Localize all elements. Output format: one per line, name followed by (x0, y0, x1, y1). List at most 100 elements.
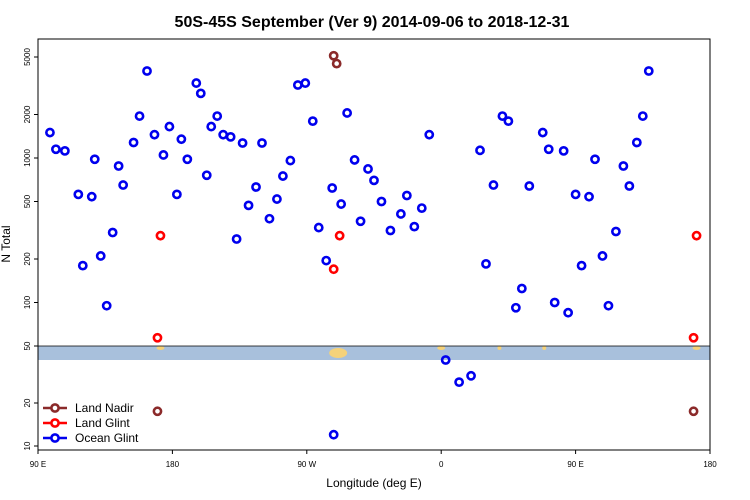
y-tick-label-6: 1000 (23, 149, 32, 167)
ocean-glint-point-36 (285, 155, 296, 166)
band-marker-5 (692, 346, 701, 350)
y-tick-label-2: 50 (23, 341, 32, 350)
y-axis-ticks: 10 20 50 100 200 500 1000 2000 5000 (23, 48, 38, 450)
ocean-glint-point-34 (272, 194, 282, 204)
ocean-glint-point-37 (292, 80, 303, 90)
ocean-glint-point-79 (611, 226, 621, 237)
ocean-glint-point-63 (497, 111, 508, 121)
land-glint-point-2 (328, 264, 339, 275)
land-nadir-point-2 (152, 406, 163, 417)
ocean-glint-point-20 (182, 154, 193, 165)
ocean-glint-point-49 (376, 196, 387, 207)
band-marker-4 (542, 346, 547, 350)
ocean-glint-point-40 (313, 222, 324, 233)
ocean-glint-point-26 (218, 129, 229, 140)
ocean-glint-point-73 (570, 189, 581, 200)
ocean-glint-point-23 (201, 170, 212, 181)
band-marker-2 (437, 346, 446, 350)
ocean-glint-point-3 (73, 189, 84, 200)
y-axis-title: N Total (0, 225, 13, 262)
ocean-glint-point-42 (327, 183, 338, 193)
ocean-glint-point-55 (416, 203, 427, 214)
ocean-glint-point-9 (107, 227, 118, 238)
legend-label-ocean-glint: Ocean Glint (75, 431, 139, 445)
ocean-glint-point-19 (176, 134, 187, 145)
ocean-glint-point-22 (195, 88, 206, 99)
band-marker-0 (156, 346, 165, 350)
land-glint-point-4 (691, 230, 702, 241)
x-tick-label-5: 180 (703, 460, 717, 469)
ocean-glint-point-78 (603, 300, 614, 311)
ocean-glint-point-65 (510, 302, 521, 313)
ocean-glint-point-8 (101, 300, 112, 311)
band-marker-3 (497, 346, 502, 350)
y-tick-label-1: 20 (23, 398, 32, 407)
y-tick-label-5: 500 (23, 194, 32, 208)
ocean-glint-point-72 (563, 307, 574, 318)
y-tick-label-8: 5000 (23, 48, 32, 66)
band-marker-1 (329, 348, 348, 358)
ocean-glint-point-18 (171, 189, 182, 200)
ocean-glint-point-71 (558, 145, 569, 156)
chart-title: 50S-45S September (Ver 9) 2014-09-06 to … (175, 14, 570, 31)
land-nadir-point-1 (331, 58, 342, 69)
x-tick-label-2: 90 W (297, 460, 316, 469)
ocean-glint-point-0 (45, 127, 55, 138)
ocean-glint-point-68 (537, 127, 548, 138)
ocean-glint-point-81 (624, 181, 635, 191)
ocean-glint-point-48 (369, 175, 379, 186)
land-nadir-point-0 (328, 50, 339, 61)
ocean-glint-point-16 (158, 150, 169, 160)
ocean-glint-point-57 (440, 355, 451, 365)
ocean-glint-point-51 (385, 225, 396, 236)
legend-label-land-nadir: Land Nadir (75, 401, 134, 415)
legend-label-land-glint: Land Glint (75, 416, 130, 430)
x-tick-label-1: 180 (166, 460, 180, 469)
data-points (45, 50, 702, 440)
ocean-glint-point-75 (584, 191, 594, 202)
y-tick-label-7: 2000 (23, 105, 32, 123)
ocean-glint-point-31 (251, 182, 261, 192)
plot-band (38, 346, 710, 360)
x-tick-label-0: 90 E (30, 460, 46, 469)
ocean-glint-point-47 (363, 164, 373, 174)
x-tick-label-4: 90 E (567, 460, 583, 469)
ocean-glint-point-28 (231, 234, 242, 244)
ocean-glint-point-5 (86, 191, 97, 202)
land-glint-point-1 (334, 230, 345, 241)
ocean-glint-point-43 (336, 199, 347, 209)
ocean-glint-point-83 (637, 111, 648, 121)
ocean-glint-point-54 (409, 221, 420, 232)
ocean-glint-point-66 (516, 283, 527, 294)
ocean-glint-point-58 (454, 377, 465, 388)
ocean-glint-point-25 (212, 111, 223, 121)
ocean-glint-point-24 (206, 121, 217, 132)
ocean-glint-point-80 (618, 161, 629, 171)
ocean-glint-point-13 (134, 111, 145, 121)
land-glint-point-5 (688, 332, 699, 343)
ocean-glint-point-33 (264, 213, 275, 224)
x-tick-label-3: 0 (439, 460, 444, 469)
ocean-glint-point-45 (349, 155, 360, 165)
ocean-glint-point-56 (424, 129, 435, 140)
ocean-glint-point-30 (243, 200, 254, 211)
ocean-glint-point-7 (95, 251, 106, 261)
ocean-glint-point-82 (631, 137, 642, 148)
ocean-glint-point-44 (342, 108, 353, 118)
ocean-glint-point-10 (113, 161, 124, 171)
ocean-glint-point-69 (543, 144, 554, 155)
ocean-glint-point-39 (307, 116, 318, 127)
ocean-glint-point-14 (142, 66, 152, 76)
ocean-glint-point-12 (128, 137, 139, 148)
y-tick-label-3: 100 (23, 295, 32, 309)
ocean-glint-point-59 (466, 370, 476, 381)
ocean-glint-point-67 (524, 181, 535, 191)
ocean-glint-point-38 (300, 78, 311, 88)
ocean-glint-point-1 (51, 144, 61, 155)
ocean-glint-point-35 (278, 171, 288, 181)
x-axis-title: Longitude (deg E) (326, 476, 421, 490)
ocean-glint-point-6 (89, 154, 100, 165)
ocean-glint-point-21 (191, 78, 202, 88)
legend-marker-ocean-glint (50, 433, 60, 443)
